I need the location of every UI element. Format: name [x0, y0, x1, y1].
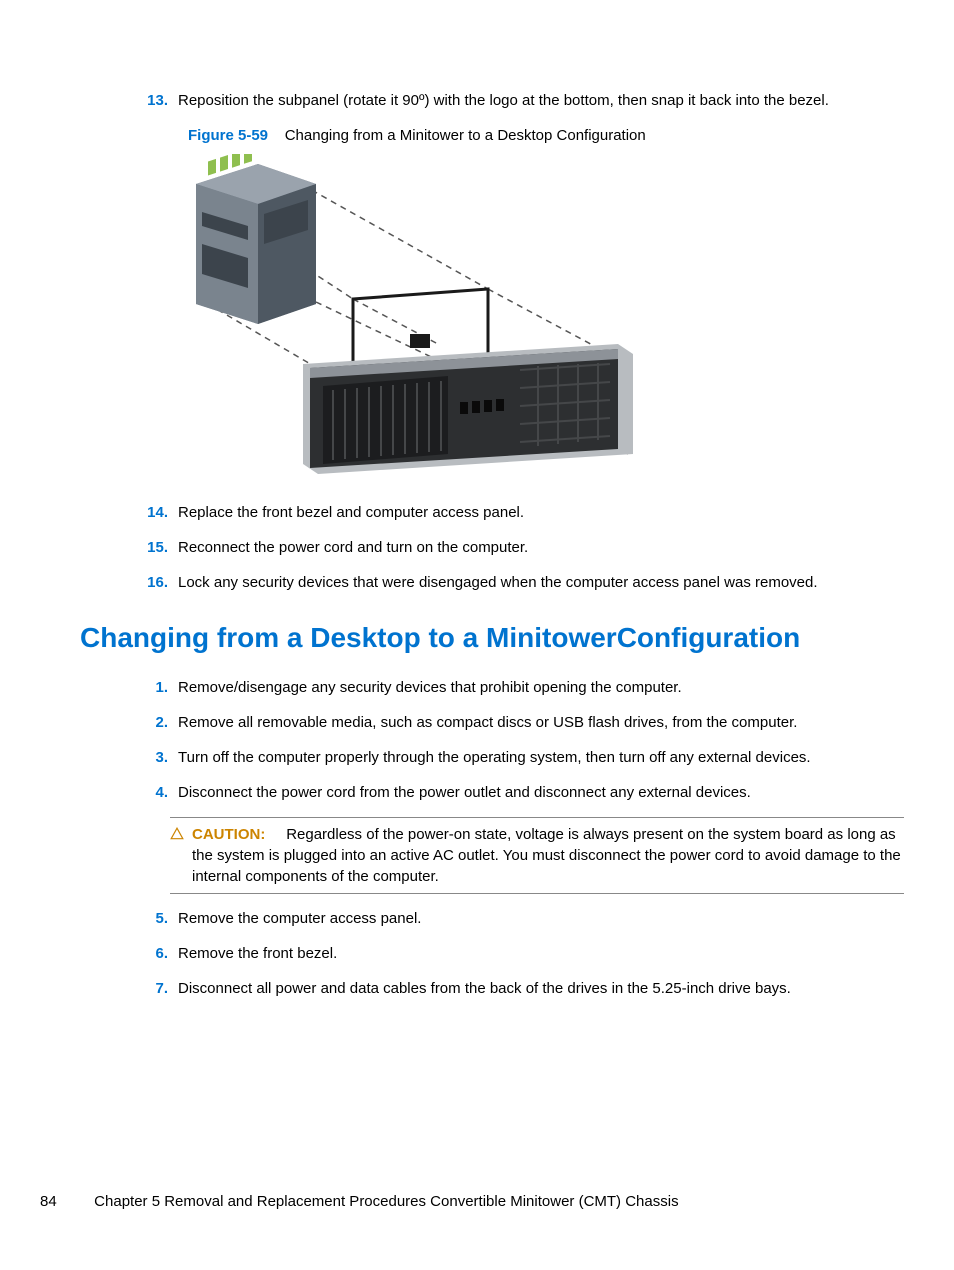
step-text: Remove all removable media, such as comp…: [178, 712, 904, 733]
step-number: 3.: [140, 747, 178, 768]
diagram-svg: [188, 154, 648, 474]
step-13: 13. Reposition the subpanel (rotate it 9…: [140, 90, 904, 111]
step-6: 6. Remove the front bezel.: [140, 943, 904, 964]
step-text: Replace the front bezel and computer acc…: [178, 502, 904, 523]
step-text: Disconnect all power and data cables fro…: [178, 978, 904, 999]
step-number: 7.: [140, 978, 178, 999]
footer-chapter: Chapter 5 Removal and Replacement Proced…: [94, 1193, 678, 1210]
step-number: 5.: [140, 908, 178, 929]
step-text: Reposition the subpanel (rotate it 90º) …: [178, 90, 904, 111]
step-number: 14.: [140, 502, 178, 523]
page: 13. Reposition the subpanel (rotate it 9…: [0, 0, 954, 1270]
step-text: Lock any security devices that were dise…: [178, 572, 904, 593]
tower-icon: [196, 154, 316, 324]
step-number: 15.: [140, 537, 178, 558]
step-text: Reconnect the power cord and turn on the…: [178, 537, 904, 558]
step-16: 16. Lock any security devices that were …: [140, 572, 904, 593]
page-footer: 84 Chapter 5 Removal and Replacement Pro…: [40, 1193, 679, 1210]
step-14: 14. Replace the front bezel and computer…: [140, 502, 904, 523]
section-heading: Changing from a Desktop to a MinitowerCo…: [80, 621, 904, 655]
step-number: 13.: [140, 90, 178, 111]
step-number: 2.: [140, 712, 178, 733]
step-2: 2. Remove all removable media, such as c…: [140, 712, 904, 733]
caution-text: Regardless of the power-on state, voltag…: [192, 826, 901, 885]
step-text: Turn off the computer properly through t…: [178, 747, 904, 768]
step-number: 6.: [140, 943, 178, 964]
step-text: Remove the front bezel.: [178, 943, 904, 964]
figure-label: Figure 5-59: [188, 127, 268, 144]
step-1: 1. Remove/disengage any security devices…: [140, 677, 904, 698]
caution-box: CAUTION: Regardless of the power-on stat…: [170, 817, 904, 894]
step-4: 4. Disconnect the power cord from the po…: [140, 782, 904, 803]
step-number: 4.: [140, 782, 178, 803]
desktop-bezel-icon: [303, 344, 633, 474]
figure-5-59: [188, 154, 648, 474]
step-text: Remove/disengage any security devices th…: [178, 677, 904, 698]
step-text: Disconnect the power cord from the power…: [178, 782, 904, 803]
figure-caption: Figure 5-59 Changing from a Minitower to…: [188, 127, 904, 144]
content-column: 13. Reposition the subpanel (rotate it 9…: [140, 90, 904, 999]
step-text: Remove the computer access panel.: [178, 908, 904, 929]
figure-caption-text: Changing from a Minitower to a Desktop C…: [285, 127, 646, 144]
step-5: 5. Remove the computer access panel.: [140, 908, 904, 929]
step-7: 7. Disconnect all power and data cables …: [140, 978, 904, 999]
caution-label: CAUTION:: [192, 826, 265, 843]
caution-body: CAUTION: Regardless of the power-on stat…: [192, 824, 904, 887]
step-3: 3. Turn off the computer properly throug…: [140, 747, 904, 768]
caution-icon: [170, 824, 192, 887]
page-number: 84: [40, 1193, 90, 1210]
step-number: 16.: [140, 572, 178, 593]
step-number: 1.: [140, 677, 178, 698]
step-15: 15. Reconnect the power cord and turn on…: [140, 537, 904, 558]
